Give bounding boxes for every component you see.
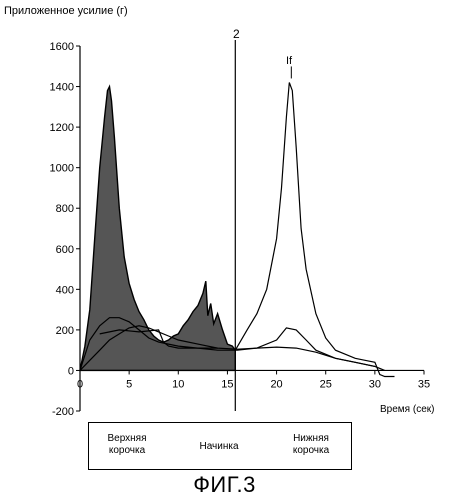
vertical-marker-label: 2 xyxy=(233,27,240,41)
chart-figure: -200 0 200 400 600 800 1000 1200 1400 1600 0 5 10 15 2… xyxy=(4,5,434,418)
y-tick-label: 400 xyxy=(56,284,74,296)
legend-item-top-crust: Верхняя корочка xyxy=(107,433,147,456)
y-tick-label: 1000 xyxy=(50,163,74,175)
x-tick-label: 20 xyxy=(270,378,282,390)
series-0-area xyxy=(79,84,236,372)
x-tick-label: 0 xyxy=(77,378,83,390)
legend-box: Верхняя корочка Начинка Нижняя корочка xyxy=(88,422,352,470)
y-axis-label: Приложенное усилие (г) xyxy=(4,5,128,17)
x-tick-label: 35 xyxy=(418,378,430,390)
x-tick-label: 5 xyxy=(126,378,132,390)
y-tick-label: 0 xyxy=(68,365,74,377)
y-tick-label: 1400 xyxy=(50,82,74,94)
x-tick-label: 30 xyxy=(369,378,381,390)
series-3-line xyxy=(79,325,385,371)
x-tick-label: 25 xyxy=(320,378,332,390)
x-axis-label: Время (сек) xyxy=(380,404,434,415)
y-tick-label: 600 xyxy=(56,244,74,256)
y-tick-label: 800 xyxy=(56,203,74,215)
y-tick-label: 1200 xyxy=(50,122,74,134)
legend-item-bottom-crust: Нижняя корочка xyxy=(292,433,330,456)
figure-caption: ФИГ.3 xyxy=(193,472,256,497)
legend-item-filling: Начинка xyxy=(199,441,239,452)
y-tick-label: 200 xyxy=(56,325,74,337)
y-tick-label: -200 xyxy=(52,406,74,418)
x-tick-label: 10 xyxy=(172,378,184,390)
series-1-line xyxy=(234,82,395,378)
peak-label: If xyxy=(286,55,293,67)
y-tick-label: 1600 xyxy=(50,41,74,53)
series-4-line xyxy=(99,329,218,349)
x-tick-label: 15 xyxy=(221,378,233,390)
